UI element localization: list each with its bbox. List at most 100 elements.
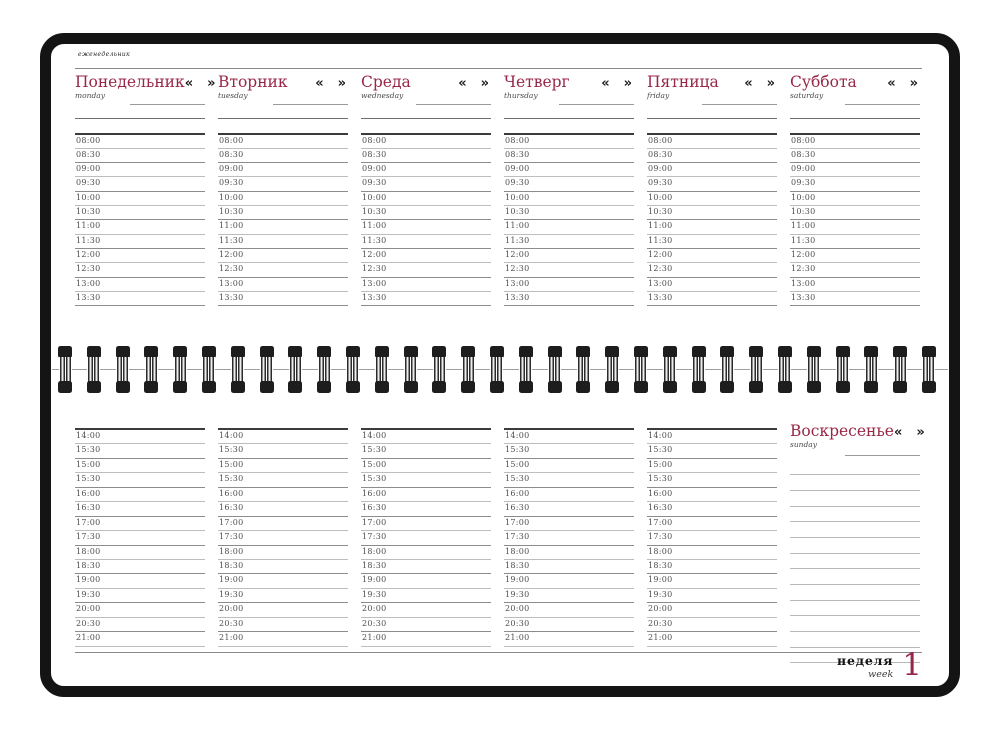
time-slot: 15:30 [75, 473, 205, 487]
binding-cap [432, 381, 446, 393]
time-slot: 11:00 [790, 220, 920, 234]
time-slot: 09:30 [75, 177, 205, 191]
notes-line [75, 118, 205, 119]
week-label-en: week [837, 670, 893, 680]
time-slot: 16:00 [75, 488, 205, 502]
binding-wire [606, 357, 619, 382]
day-subtitle: wednesday [361, 92, 491, 100]
binding-wire [922, 357, 935, 382]
time-slot: 19:30 [504, 589, 634, 603]
time-slot: 14:00 [218, 430, 348, 444]
time-slot: 13:00 [75, 278, 205, 292]
time-slot: 18:30 [218, 560, 348, 574]
time-slot: 17:30 [504, 531, 634, 545]
time-slot: 09:00 [504, 163, 634, 177]
time-slot: 11:00 [75, 220, 205, 234]
time-slot: 10:30 [75, 206, 205, 220]
spiral-binding [58, 346, 936, 394]
time-slot: 15:30 [504, 473, 634, 487]
time-slot: 20:30 [361, 618, 491, 632]
time-slot: 12:00 [218, 249, 348, 263]
time-slot: 17:30 [218, 531, 348, 545]
time-slot: 14:00 [75, 430, 205, 444]
ruled-line [790, 569, 920, 585]
prev-week-icon: « [894, 424, 902, 439]
time-slot: 18:00 [218, 546, 348, 560]
time-slot: 16:30 [361, 502, 491, 516]
binding-loop [663, 346, 677, 394]
binding-loop [807, 346, 821, 394]
date-line [273, 104, 348, 105]
next-week-icon: » [207, 75, 215, 90]
time-slot: 11:30 [647, 235, 777, 249]
time-slot: 16:00 [647, 488, 777, 502]
time-slot: 18:00 [361, 546, 491, 560]
time-slot: 16:00 [218, 488, 348, 502]
time-slot: 10:30 [504, 206, 634, 220]
binding-wire [404, 357, 417, 382]
time-slot: 15:30 [361, 444, 491, 458]
week-label-ru: неделя [837, 655, 893, 668]
time-slot: 20:00 [218, 603, 348, 617]
date-line [130, 104, 205, 105]
time-slot: 13:30 [361, 292, 491, 306]
time-slot: 15:00 [218, 459, 348, 473]
day-name: Среда [361, 75, 411, 91]
binding-loop [260, 346, 274, 394]
binding-wire [548, 357, 561, 382]
time-grid: 08:0008:3009:0009:3010:0010:3011:0011:30… [790, 133, 920, 307]
binding-wire [87, 357, 100, 382]
binding-cap [634, 381, 648, 393]
binding-wire [750, 357, 763, 382]
binding-loop [749, 346, 763, 394]
time-slot: 20:00 [361, 603, 491, 617]
time-slot: 10:00 [75, 192, 205, 206]
binding-wire [145, 357, 158, 382]
binding-cap [87, 381, 101, 393]
time-slot: 09:00 [361, 163, 491, 177]
time-slot: 13:30 [790, 292, 920, 306]
time-slot: 10:00 [218, 192, 348, 206]
time-slot: 20:30 [75, 618, 205, 632]
time-slot: 13:00 [504, 278, 634, 292]
time-slot: 20:30 [504, 618, 634, 632]
time-slot: 12:30 [504, 263, 634, 277]
prev-week-icon: « [601, 75, 609, 90]
binding-loop [202, 346, 216, 394]
time-slot: 18:00 [647, 546, 777, 560]
ruled-line [790, 585, 920, 601]
time-grid: 14:0015:3015:0015:3016:0016:3017:0017:30… [504, 428, 634, 647]
binding-wire [433, 357, 446, 382]
binding-cap [490, 381, 504, 393]
binding-loop [720, 346, 734, 394]
time-slot: 19:00 [75, 574, 205, 588]
binding-wire [865, 357, 878, 382]
binding-wire [174, 357, 187, 382]
time-slot: 18:30 [647, 560, 777, 574]
binding-wire [462, 357, 475, 382]
binding-wire [663, 357, 676, 382]
binding-wire [375, 357, 388, 382]
time-slot: 11:00 [361, 220, 491, 234]
time-slot: 08:30 [75, 149, 205, 163]
day-name: Четверг [504, 75, 570, 91]
time-slot: 17:00 [361, 517, 491, 531]
prev-week-icon: « [315, 75, 323, 90]
time-slot: 09:30 [790, 177, 920, 191]
time-slot: 08:00 [790, 135, 920, 149]
binding-cap [720, 381, 734, 393]
time-slot: 10:30 [361, 206, 491, 220]
binding-cap [922, 381, 936, 393]
time-grid: 08:0008:3009:0009:3010:0010:3011:0011:30… [647, 133, 777, 307]
date-line [845, 455, 920, 456]
day-name: Вторник [218, 75, 288, 91]
date-line [845, 104, 920, 105]
time-grid: 08:0008:3009:0009:3010:0010:3011:0011:30… [504, 133, 634, 307]
notes-line [218, 118, 348, 119]
notes-line [790, 118, 920, 119]
binding-cap [346, 381, 360, 393]
time-slot: 11:00 [218, 220, 348, 234]
sunday-ruled-area [790, 460, 920, 664]
time-slot: 16:30 [218, 502, 348, 516]
binding-cap [231, 381, 245, 393]
